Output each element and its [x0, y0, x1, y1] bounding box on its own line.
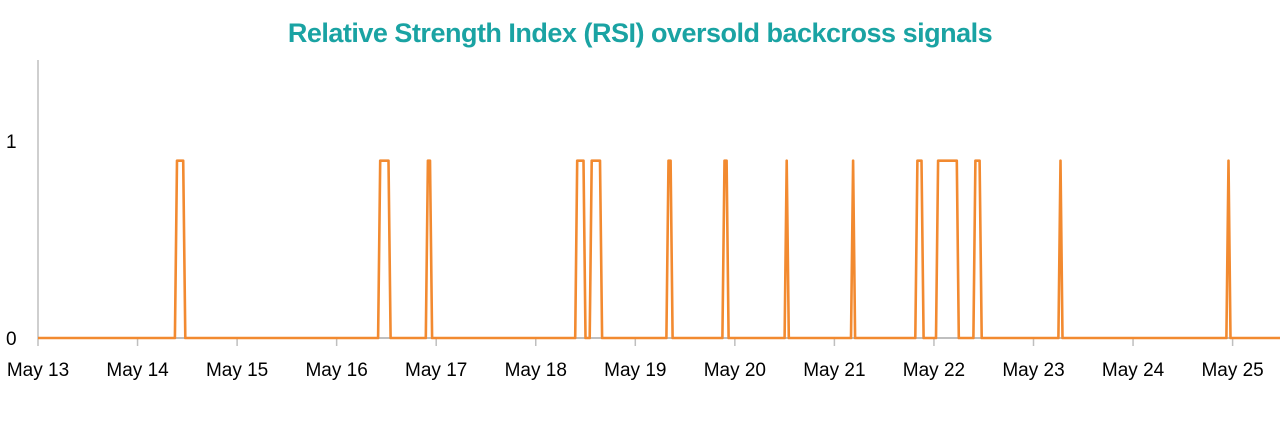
x-axis-labels: May 13 May 14 May 15 May 16 May 17 May 18 May … [7, 360, 1264, 381]
x-tick-label: May 23 [1002, 360, 1064, 381]
x-tick-label: May 17 [405, 360, 467, 381]
y-tick-label: 1 [6, 132, 17, 153]
x-tick-label: May 20 [704, 360, 766, 381]
x-tick-label: May 18 [505, 360, 567, 381]
x-tick-label: May 16 [305, 360, 367, 381]
x-tick-label: May 24 [1102, 360, 1165, 381]
x-tick-label: May 19 [604, 360, 666, 381]
x-tick-label: May 22 [903, 360, 965, 381]
x-axis-ticks [37, 338, 1234, 346]
y-tick-label: 0 [6, 329, 17, 350]
chart-title: Relative Strength Index (RSI) oversold b… [287, 18, 993, 48]
x-tick-label: May 21 [803, 360, 865, 381]
x-tick-label: May 14 [106, 360, 169, 381]
x-tick-label: May 25 [1201, 360, 1263, 381]
x-tick-label: May 13 [7, 360, 69, 381]
x-tick-label: May 15 [206, 360, 268, 381]
y-axis-labels: 01 [6, 132, 17, 350]
signal-series-line [38, 159, 1280, 340]
